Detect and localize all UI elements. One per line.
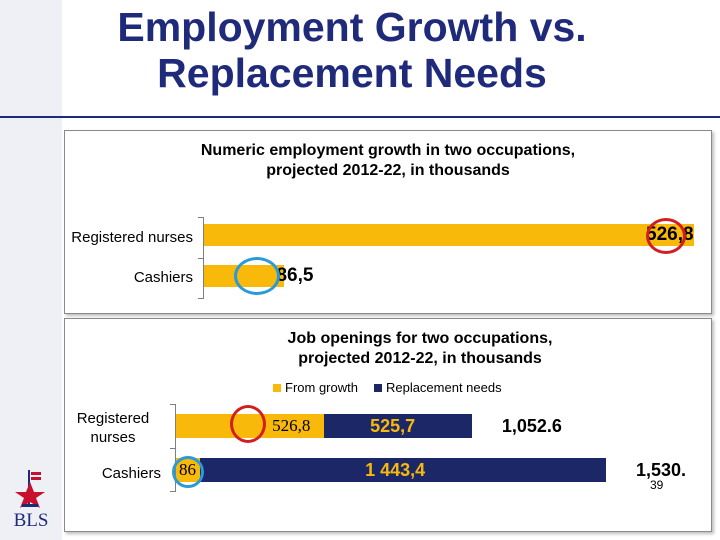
openings-chart-title: Job openings for two occupations, projec… <box>97 329 720 369</box>
openings-chart-panel: Job openings for two occupations, projec… <box>64 318 712 532</box>
openings-chart-title-line-2: projected 2012-22, in thousands <box>298 350 542 367</box>
logo-base <box>22 504 38 507</box>
logo-flag-stripe <box>31 477 41 480</box>
openings-legend: From growth Replacement needs <box>273 380 502 395</box>
legend-label-replacement: Replacement needs <box>385 380 502 395</box>
growth-chart-title-line-2: projected 2012-22, in thousands <box>266 162 510 179</box>
left-side-strip <box>0 0 62 540</box>
legend-label-growth: From growth <box>285 380 358 395</box>
openings-replacement-bar-registered-nurses <box>324 414 472 438</box>
openings-replacement-bar-cashiers <box>200 458 606 482</box>
openings-total-cashiers: 1,530. <box>636 460 687 480</box>
openings-category-line: Registered <box>76 410 150 427</box>
highlight-ring-blue <box>234 257 281 295</box>
logo-flag-stripe <box>31 472 41 475</box>
growth-chart-title: Numeric employment growth in two occupat… <box>65 141 711 181</box>
openings-total-registered-nurses: 1,052.6 <box>501 416 562 436</box>
legend-swatch-growth <box>273 383 281 392</box>
highlight-ring-red <box>230 405 267 443</box>
openings-category-line: nurses <box>90 429 136 446</box>
growth-axis-line <box>203 217 204 299</box>
page-title-line-2: Replacement Needs <box>157 50 547 96</box>
growth-chart-panel: Numeric employment growth in two occupat… <box>64 130 712 314</box>
growth-chart-title-line-1: Numeric employment growth in two occupat… <box>200 142 576 159</box>
openings-chart-title-line-1: Job openings for two occupations, <box>287 330 553 347</box>
openings-axis-tick <box>170 404 175 405</box>
openings-axis-line <box>175 404 176 492</box>
growth-bar-registered-nurses <box>204 224 694 246</box>
bls-logo: BLS <box>14 470 49 530</box>
openings-growth-value-registered-nurses: 526,8 <box>272 416 311 435</box>
growth-axis-tick <box>198 258 203 259</box>
title-divider <box>0 116 720 118</box>
growth-axis-tick <box>198 217 203 218</box>
growth-category-registered-nurses: Registered nurses <box>71 229 193 246</box>
openings-replacement-value-cashiers: 1 443,4 <box>365 460 426 480</box>
openings-category-cashiers: Cashiers <box>101 465 161 482</box>
openings-axis-tick <box>170 448 175 449</box>
openings-axis-tick <box>170 491 175 492</box>
growth-category-cashiers: Cashiers <box>133 269 193 286</box>
highlight-ring-blue <box>172 456 204 488</box>
logo-text: BLS <box>14 510 49 530</box>
logo-star-icon <box>15 482 45 508</box>
page-title-line-1: Employment Growth vs. <box>117 4 587 50</box>
page-number: 39 <box>650 478 664 492</box>
growth-axis-tick <box>198 298 203 299</box>
openings-replacement-value-registered-nurses: 525,7 <box>370 416 416 436</box>
openings-category-registered-nurses: Registered nurses <box>65 409 161 447</box>
growth-value-cashiers: 86,5 <box>276 265 314 286</box>
page-title: Employment Growth vs. Replacement Needs <box>62 4 642 96</box>
legend-swatch-replacement <box>373 383 382 392</box>
highlight-ring-red <box>646 218 686 254</box>
